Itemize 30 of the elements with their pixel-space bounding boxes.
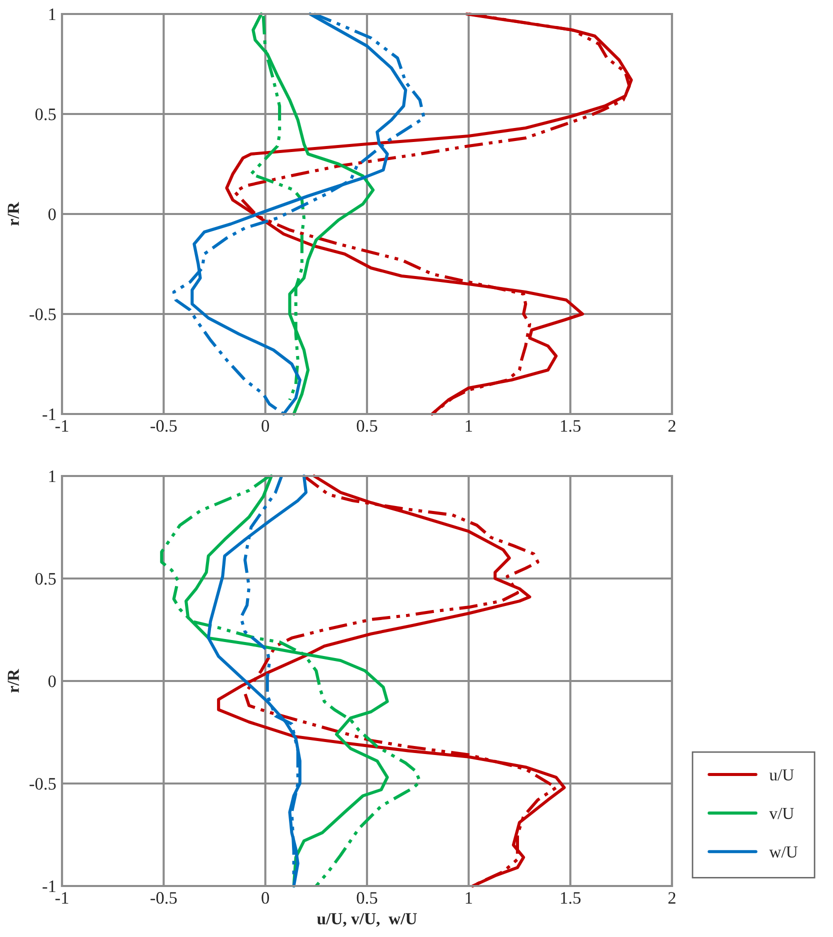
x-tick-label: 0.5 (356, 420, 378, 432)
y-tick-label: -0.5 (30, 778, 56, 790)
line-series (206, 474, 308, 888)
y-tick-label: -1 (42, 408, 56, 420)
x-axis-title: u/U, v/U, w/U (317, 913, 417, 927)
legend-label: u/U (769, 769, 794, 781)
x-tick-label: 1 (466, 892, 472, 904)
line-series (252, 12, 375, 416)
y-tick-label: 0.5 (35, 572, 56, 585)
x-tick-label: 0.5 (356, 892, 378, 904)
y-tick-label: -1 (42, 880, 56, 892)
x-tick-label: 2 (668, 892, 676, 904)
y-tick-label: 0.5 (35, 108, 56, 120)
y-axis-title: r/R (8, 668, 19, 693)
y-tick-label: 1 (49, 470, 56, 482)
x-tick-label: 0 (262, 420, 270, 432)
x-tick-label: 1.5 (561, 892, 581, 904)
x-tick-label: 0 (262, 892, 270, 904)
y-tick-label: 0 (48, 675, 56, 688)
y-tick-label: 1 (49, 8, 56, 20)
y-tick-label: -0.5 (30, 308, 56, 320)
y-axis-title: r/R (8, 202, 19, 226)
legend-label: v/U (769, 808, 794, 820)
x-tick-label: 1.5 (561, 420, 581, 432)
x-tick-label: 1 (466, 420, 472, 432)
y-tick-label: 0 (48, 208, 56, 220)
legend-label: w/U (769, 846, 798, 858)
x-tick-label: 2 (668, 420, 676, 432)
x-tick-label: -0.5 (150, 420, 177, 432)
x-tick-label: -0.5 (150, 892, 177, 904)
